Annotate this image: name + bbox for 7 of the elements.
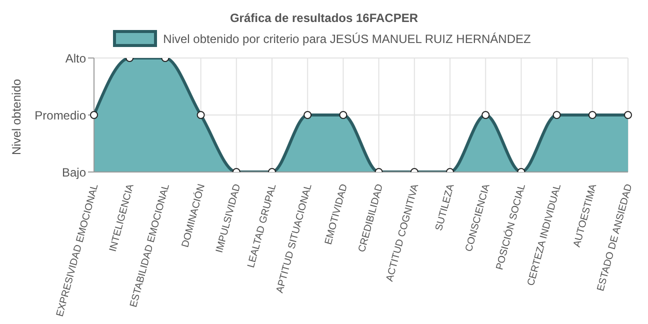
legend-label: Nivel obtenido por criterio para JESÚS MANUEL RUIZ HERNÁNDEZ bbox=[163, 32, 531, 46]
y-axis-title: Nivel obtenido bbox=[9, 78, 24, 155]
chart-title: Gráfica de resultados 16FACPER bbox=[228, 10, 420, 27]
x-tick-label: LEALTAD GRUPAL bbox=[246, 182, 279, 270]
category-label: Alto bbox=[65, 51, 86, 66]
category-label: Promedio bbox=[34, 108, 86, 122]
category-label: Bajo bbox=[62, 165, 86, 180]
